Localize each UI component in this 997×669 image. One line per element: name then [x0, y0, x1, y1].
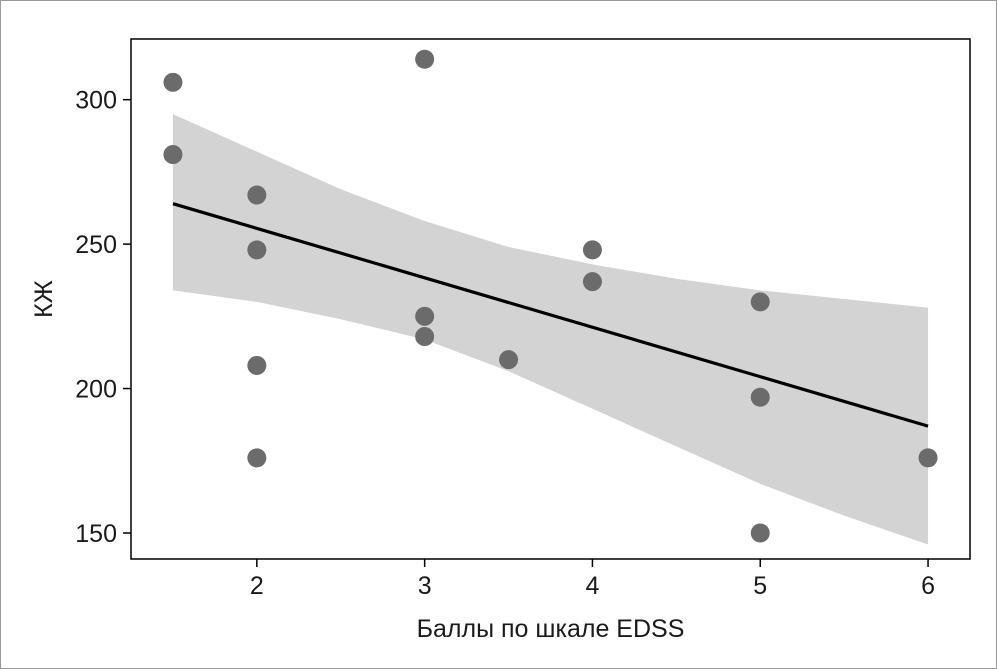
y-tick-label: 250	[75, 231, 117, 259]
plot-area-border	[130, 38, 971, 560]
data-point	[582, 240, 602, 260]
data-point	[247, 185, 267, 205]
x-tick-label: 2	[250, 572, 264, 600]
x-tick-label: 6	[921, 572, 935, 600]
data-point	[247, 240, 267, 260]
confidence-band	[172, 114, 929, 545]
data-point	[415, 49, 435, 69]
y-tick-label: 200	[75, 376, 117, 404]
data-point	[582, 272, 602, 292]
y-axis-title: КЖ	[30, 280, 58, 318]
x-axis-title: Баллы по шкале EDSS	[417, 615, 685, 643]
x-tick-label: 5	[753, 572, 767, 600]
data-point	[415, 306, 435, 326]
data-point	[163, 72, 183, 92]
data-point	[750, 523, 770, 543]
data-point	[918, 448, 938, 468]
data-point	[750, 292, 770, 312]
x-tick-label: 3	[418, 572, 432, 600]
data-point	[163, 145, 183, 165]
y-tick-label: 300	[75, 87, 117, 115]
data-point	[247, 448, 267, 468]
regression-line	[172, 202, 929, 428]
data-point	[750, 387, 770, 407]
x-tick-label: 4	[585, 572, 599, 600]
data-point	[499, 350, 519, 370]
data-point	[247, 355, 267, 375]
y-tick-label: 150	[75, 520, 117, 548]
data-point	[415, 327, 435, 347]
